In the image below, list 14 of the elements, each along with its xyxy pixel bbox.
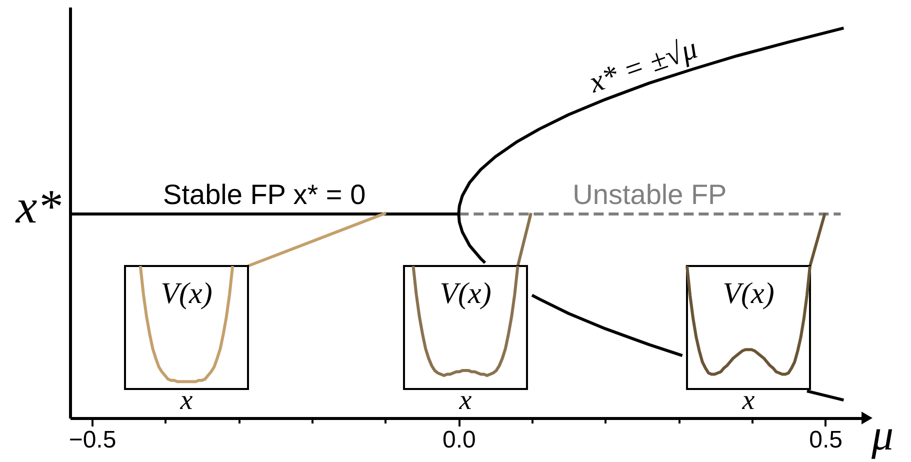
x-tick-label: 0.0 (442, 426, 476, 454)
x-tick-label: 0.5 (809, 426, 843, 454)
y-axis-title: V(x) (722, 277, 774, 310)
y-axis-title: V(x) (160, 277, 212, 310)
x-axis-title: x (179, 385, 194, 416)
series-label: Unstable FP (572, 179, 727, 210)
y-axis-title: V(x) (440, 277, 492, 310)
x-axis-title: x (741, 385, 756, 416)
x-tick-label: −0.5 (68, 426, 116, 454)
x-axis-title: x (458, 385, 472, 416)
series-label: Stable FP x* = 0 (163, 179, 366, 210)
text: x* = ±√μ (584, 32, 702, 100)
y-axis-title: x* (14, 180, 62, 234)
x-axis-title: μ (870, 410, 894, 460)
